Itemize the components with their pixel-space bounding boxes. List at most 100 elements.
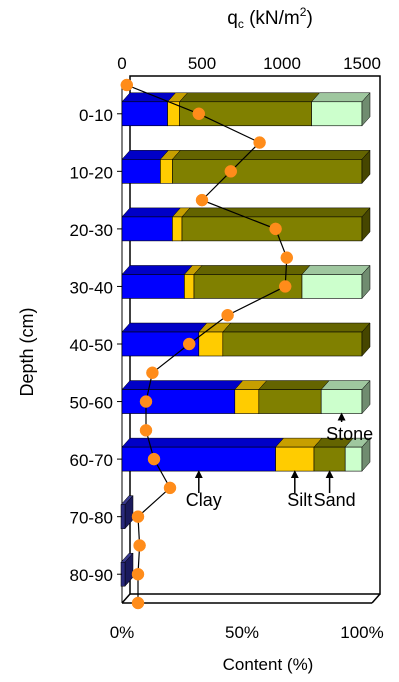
qc-point-2 — [253, 136, 266, 149]
plot-floor-left-edge — [121, 593, 131, 604]
bar-end-side — [361, 437, 371, 472]
x-tick-label: 100% — [340, 623, 383, 642]
bar-segment-front — [184, 274, 195, 299]
qc-point-11 — [139, 395, 153, 408]
bar-segment-stone — [320, 380, 371, 414]
tick-layer: 0-10 10-20 20-30 30-40 40-50 50-60 60-70 70-80 8… — [70, 54, 384, 642]
bar-end-side — [361, 92, 371, 127]
bar-segment-front — [222, 331, 363, 357]
top-axis-title: qc (kN/m2) — [227, 5, 313, 31]
bar-segment-top — [222, 322, 371, 333]
qc-point-6 — [280, 251, 294, 264]
qc-point-7 — [278, 280, 292, 293]
bar-segment-front — [172, 159, 363, 184]
qc-point-3 — [224, 165, 238, 178]
bar-segment-top — [179, 92, 321, 103]
top-axis-title-subscript: c — [238, 17, 244, 31]
bar-end-side — [361, 264, 371, 300]
y-tick-label: 40-50 — [70, 336, 113, 355]
x-tick-label: 50% — [225, 623, 259, 642]
bar-10-20 — [121, 149, 371, 184]
annotation-label-silt: Silt — [287, 490, 312, 510]
bar-segment-top — [121, 380, 244, 390]
qc-point-18 — [131, 596, 145, 610]
x-axis-title: Content (%) — [223, 655, 314, 674]
bar-segment-top — [181, 207, 371, 218]
bar-80-90 — [120, 552, 134, 587]
bar-segment-silt — [198, 322, 232, 357]
y-tick-label: 30-40 — [70, 278, 113, 297]
bar-segment-top — [121, 207, 181, 218]
bar-segment-front — [121, 274, 185, 299]
bar-end-side — [361, 149, 371, 184]
qc-point-16 — [133, 539, 146, 552]
bar-segment-clay — [121, 207, 181, 242]
bar-segment-clay — [121, 265, 193, 299]
bar-end-side — [361, 322, 371, 357]
top-axis-title-units: (kN/m — [244, 8, 300, 29]
bar-segment-front — [313, 446, 346, 472]
bar-segment-stone — [301, 265, 371, 299]
x-tick-label: 0% — [110, 623, 135, 642]
bar-50-60 — [121, 379, 371, 415]
y-tick-label: 0-10 — [79, 106, 113, 125]
bar-end-side — [361, 207, 371, 242]
top-axis-title-main: q — [227, 8, 238, 29]
bar-60-70 — [121, 437, 371, 472]
bar-layer — [120, 92, 371, 587]
qc-point-15 — [131, 510, 145, 523]
top-axis-title-close: ) — [306, 8, 312, 29]
bar-segment-top — [193, 265, 311, 275]
top-tick-label: 0 — [117, 54, 126, 73]
bar-20-30 — [121, 207, 371, 242]
y-tick-label: 80-90 — [70, 566, 113, 585]
bar-segment-clay — [121, 150, 169, 184]
bar-segment-front — [160, 159, 173, 184]
bar-segment-clay — [121, 380, 244, 414]
bar-segment-front — [234, 389, 260, 414]
bar-segment-top — [121, 322, 208, 333]
bar-segment-front — [172, 216, 183, 242]
bar-segment-front — [311, 101, 363, 127]
qc-point-10 — [146, 366, 159, 380]
y-tick-label: 60-70 — [70, 451, 113, 470]
bar-segment-sand — [171, 150, 371, 184]
bar-segment-stone — [311, 92, 371, 127]
bar-segment-clay — [121, 322, 208, 357]
bar-segment-clay — [121, 437, 285, 472]
qc-point-5 — [269, 222, 282, 236]
bar-segment-front — [258, 389, 322, 414]
plot-floor-right-edge — [371, 593, 381, 604]
annotation-label-stone: Stone — [326, 424, 373, 444]
qc-point-8 — [221, 308, 234, 322]
bar-segment-front — [344, 446, 363, 472]
bar-segment-silt — [275, 437, 323, 472]
bar-segment-front — [301, 274, 363, 299]
bar-segment-top — [311, 92, 371, 103]
bar-segment-front — [121, 446, 276, 472]
y-tick-label: 70-80 — [70, 509, 113, 528]
annotation-label-sand: Sand — [314, 490, 356, 510]
bar-segment-sand — [193, 265, 311, 299]
qc-point-14 — [163, 481, 177, 495]
annotation-layer: Clay Silt Sand Stone — [186, 412, 373, 510]
bar-segment-front — [275, 446, 315, 472]
qc-point-1 — [192, 107, 206, 121]
y-tick-label: 50-60 — [70, 394, 113, 413]
qc-point-12 — [139, 424, 153, 437]
qc-point-9 — [182, 337, 196, 351]
top-axis-title-superscript: 2 — [300, 5, 307, 19]
bar-segment-silt — [234, 380, 268, 414]
bar-segment-sand — [258, 380, 330, 414]
bar-segment-front — [121, 216, 173, 242]
bar-segment-top — [301, 265, 371, 275]
qc-point-4 — [195, 193, 209, 207]
y-axis-title: Depth (cm) — [17, 307, 37, 396]
bar-segment-front — [198, 331, 224, 357]
bar-segment-front — [320, 389, 363, 414]
bar-segment-top — [320, 380, 371, 390]
bar-segment-top — [121, 437, 285, 448]
bar-segment-sand — [222, 322, 371, 357]
bar-segment-front — [121, 389, 236, 414]
